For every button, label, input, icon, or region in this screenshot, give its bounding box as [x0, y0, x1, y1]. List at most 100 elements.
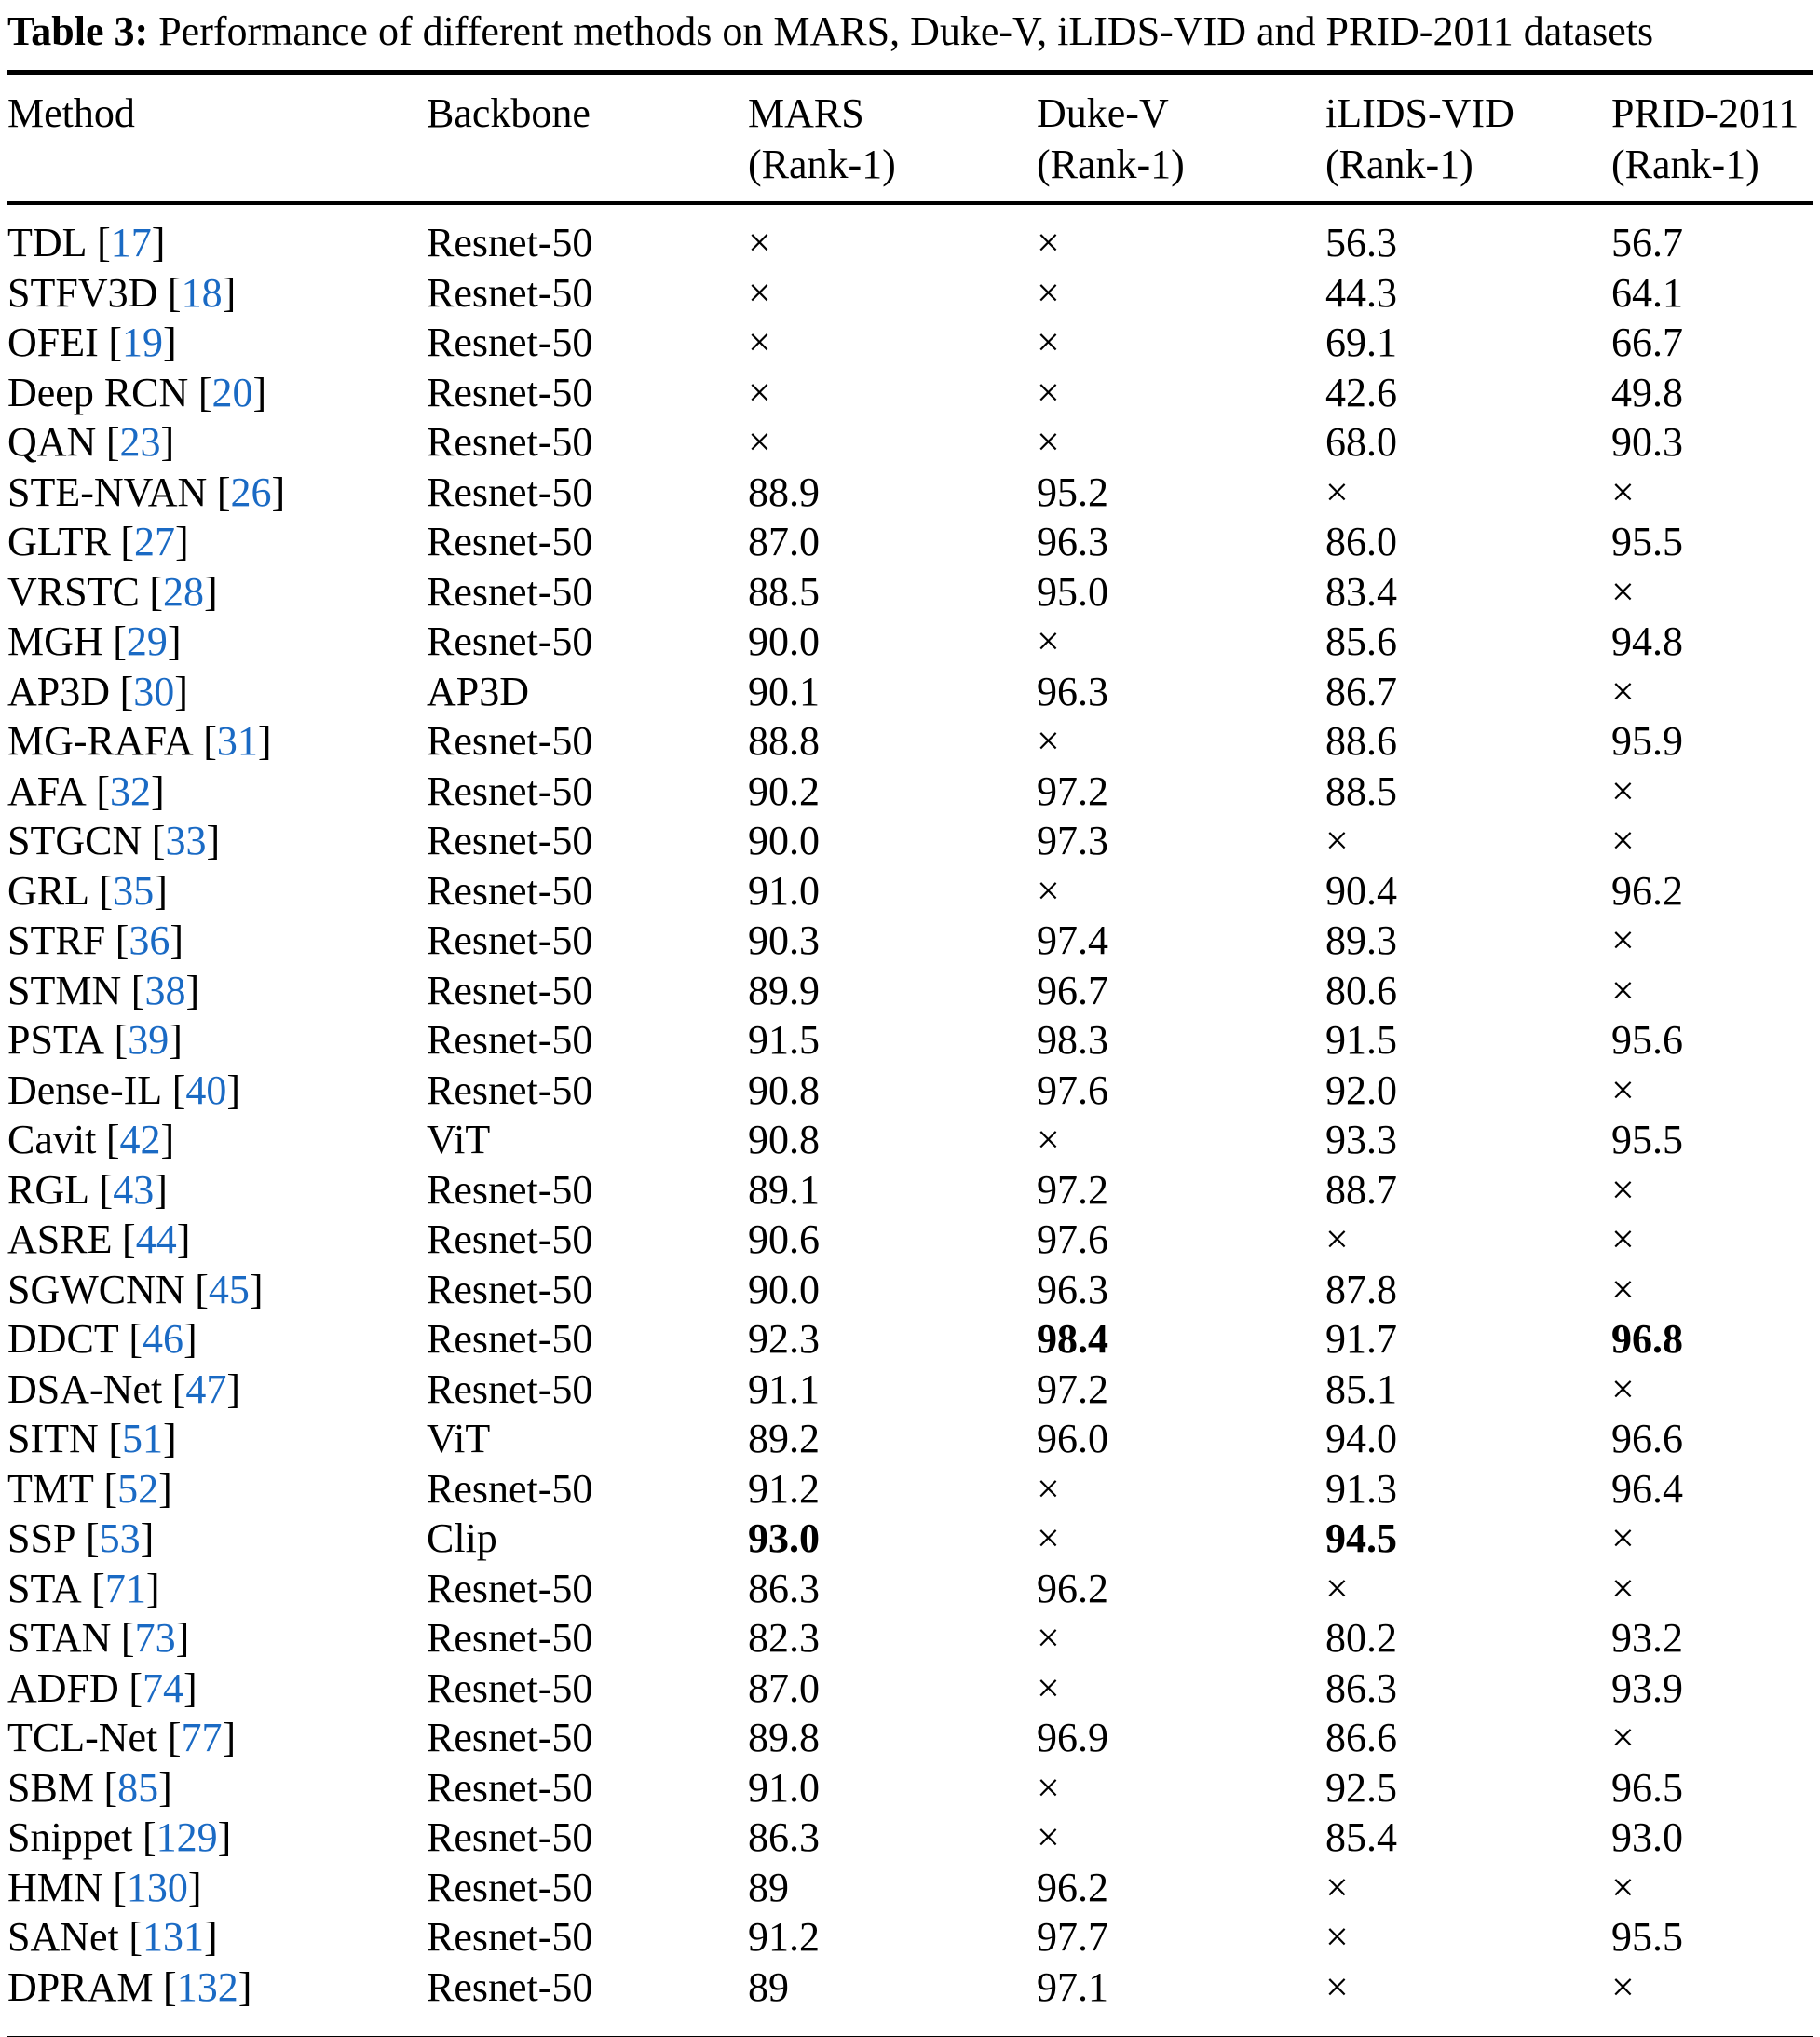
mars-rank1-cell: 92.3 [748, 1316, 820, 1362]
method-cell: DPRAM [132] [7, 1962, 427, 2037]
duke-v-rank1-cell: 96.2 [1037, 1864, 1108, 1910]
ilids-vid-rank1-cell: × [1325, 1864, 1349, 1910]
citation-link[interactable]: 29 [126, 618, 168, 664]
col-header-prid: PRID-2011 (Rank-1) [1611, 90, 1800, 187]
citation-link[interactable]: 40 [185, 1066, 227, 1113]
table-row: GRL [35] Resnet-50 91.0 × 90.4 96.2 [7, 866, 1813, 917]
method-cell: AP3D [30] [7, 667, 427, 717]
backbone-cell: Resnet-50 [427, 1465, 593, 1512]
mars-rank1-cell: 89 [748, 1963, 789, 2010]
citation-close-bracket: ] [217, 1814, 232, 1860]
mars-rank1-cell: 91.1 [748, 1365, 820, 1412]
method-cell: AFA [32] [7, 767, 427, 817]
table-row: VRSTC [28] Resnet-50 88.5 95.0 83.4 × [7, 567, 1813, 618]
citation-link[interactable]: 52 [117, 1465, 159, 1512]
citation-link[interactable]: 74 [143, 1664, 183, 1711]
backbone-cell: Resnet-50 [427, 1316, 593, 1362]
citation-link[interactable]: 42 [119, 1117, 161, 1162]
duke-v-rank1-cell: × [1037, 319, 1060, 365]
method-name: Snippet [7, 1814, 133, 1860]
duke-v-rank1-cell: 95.0 [1037, 568, 1108, 615]
table-row: AFA [32] Resnet-50 90.2 97.2 88.5 × [7, 767, 1813, 817]
table-caption: Table 3: Performance of different method… [0, 0, 1820, 57]
citation-open-bracket: [ [167, 1715, 182, 1760]
mars-rank1-cell: × [748, 319, 771, 365]
ilids-vid-rank1-cell: 68.0 [1325, 419, 1397, 465]
table-row: ADFD [74] Resnet-50 87.0 × 86.3 93.9 [7, 1664, 1813, 1714]
citation-link[interactable]: 32 [109, 767, 151, 814]
method-name: Dense-IL [7, 1066, 163, 1113]
method-name: OFEI [7, 319, 99, 365]
mars-rank1-cell: 89.8 [748, 1715, 820, 1760]
citation-open-bracket: [ [108, 1416, 122, 1461]
citation-link[interactable]: 43 [113, 1166, 155, 1213]
backbone-cell: Resnet-50 [427, 1365, 593, 1412]
citation-link[interactable]: 35 [113, 867, 155, 914]
citation-link[interactable]: 46 [142, 1316, 183, 1362]
mars-rank1-cell: 89 [748, 1864, 789, 1910]
duke-v-rank1-cell: × [1037, 1764, 1060, 1811]
citation-link[interactable]: 71 [104, 1565, 146, 1611]
duke-v-rank1-cell: 97.6 [1037, 1066, 1108, 1113]
method-cell: Cavit [42] [7, 1115, 427, 1165]
citation-link[interactable]: 77 [181, 1715, 223, 1760]
prid-2011-rank1-cell: × [1611, 1515, 1635, 1561]
table-row: SANet [131] Resnet-50 91.2 97.7 × 95.5 [7, 1912, 1813, 1962]
citation-link[interactable]: 36 [129, 917, 170, 963]
backbone-cell: Resnet-50 [427, 1266, 593, 1312]
citation-link[interactable]: 28 [163, 568, 205, 615]
ilids-vid-rank1-cell: 85.6 [1325, 618, 1397, 664]
duke-v-rank1-cell: 98.4 [1037, 1316, 1108, 1362]
backbone-cell: Resnet-50 [427, 419, 593, 465]
citation-link[interactable]: 18 [181, 269, 223, 316]
prid-2011-rank1-cell: × [1611, 1166, 1635, 1213]
citation-link[interactable]: 30 [133, 668, 175, 714]
prid-2011-rank1-cell: × [1611, 767, 1635, 814]
method-name: DDCT [7, 1316, 119, 1362]
citation-link[interactable]: 17 [110, 220, 152, 265]
table-row: STRF [36] Resnet-50 90.3 97.4 89.3 × [7, 916, 1813, 966]
prid-2011-rank1-cell: × [1611, 967, 1635, 1013]
citation-link[interactable]: 132 [176, 1963, 238, 2010]
ilids-vid-rank1-cell: × [1325, 818, 1349, 863]
citation-open-bracket: [ [113, 618, 127, 664]
backbone-cell: Resnet-50 [427, 319, 593, 365]
citation-open-bracket: [ [115, 917, 129, 963]
citation-link[interactable]: 73 [134, 1615, 176, 1661]
citation-link[interactable]: 131 [142, 1914, 204, 1960]
citation-link[interactable]: 53 [99, 1515, 141, 1561]
method-cell: STA [71] [7, 1564, 427, 1614]
table-row: TCL-Net [77] Resnet-50 89.8 96.9 86.6 × [7, 1713, 1813, 1763]
citation-link[interactable]: 27 [134, 519, 176, 564]
citation-link[interactable]: 26 [230, 469, 272, 515]
citation-link[interactable]: 47 [185, 1365, 227, 1412]
citation-close-bracket: ] [140, 1515, 155, 1561]
citation-link[interactable]: 19 [121, 319, 163, 365]
backbone-cell: Resnet-50 [427, 1664, 593, 1711]
citation-link[interactable]: 38 [144, 967, 186, 1013]
citation-close-bracket: ] [145, 1565, 160, 1611]
table-row: GLTR [27] Resnet-50 87.0 96.3 86.0 95.5 [7, 517, 1813, 567]
citation-link[interactable]: 85 [117, 1764, 159, 1811]
duke-v-rank1-cell: 96.3 [1037, 668, 1108, 714]
citation-link[interactable]: 33 [165, 818, 207, 863]
citation-close-bracket: ] [222, 1715, 237, 1760]
citation-link[interactable]: 44 [135, 1216, 177, 1262]
citation-link[interactable]: 39 [128, 1017, 170, 1063]
duke-v-rank1-cell: × [1037, 1664, 1060, 1711]
citation-link[interactable]: 45 [208, 1266, 250, 1312]
citation-link[interactable]: 130 [126, 1864, 188, 1910]
ilids-vid-rank1-cell: 90.4 [1325, 867, 1397, 914]
method-cell: SITN [51] [7, 1414, 427, 1464]
citation-link[interactable]: 51 [121, 1416, 163, 1461]
citation-link[interactable]: 129 [156, 1814, 218, 1860]
citation-close-bracket: ] [174, 668, 188, 714]
citation-close-bracket: ] [206, 818, 221, 863]
table-caption-label: Table 3: [7, 8, 149, 54]
citation-close-bracket: ] [162, 1416, 177, 1461]
citation-link[interactable]: 23 [119, 419, 161, 465]
citation-link[interactable]: 20 [211, 369, 253, 415]
ilids-vid-rank1-cell: 94.0 [1325, 1416, 1397, 1461]
mars-rank1-cell: 90.2 [748, 767, 820, 814]
citation-link[interactable]: 31 [216, 718, 258, 764]
